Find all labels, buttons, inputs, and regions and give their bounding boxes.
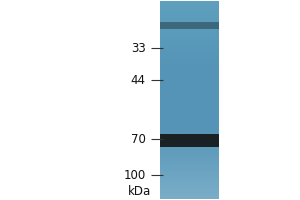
- Bar: [160, 134, 219, 147]
- Text: 100: 100: [123, 169, 146, 182]
- Text: 70: 70: [130, 133, 146, 146]
- Text: 33: 33: [131, 42, 146, 55]
- Bar: [160, 22, 219, 29]
- Text: kDa: kDa: [128, 185, 152, 198]
- Text: 44: 44: [130, 74, 146, 87]
